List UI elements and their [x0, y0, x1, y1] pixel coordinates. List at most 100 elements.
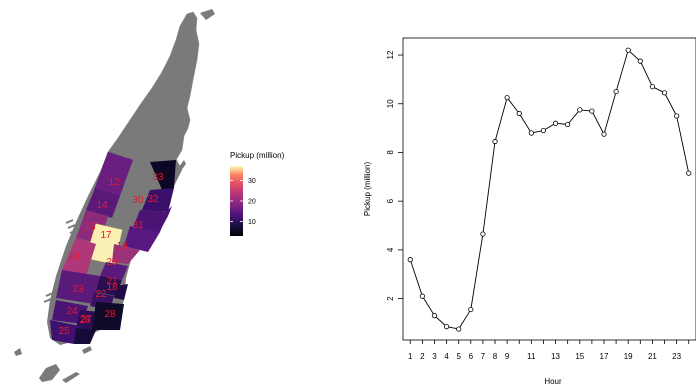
- zone-label-15: 15: [84, 222, 96, 233]
- pier-marks: [43, 219, 80, 303]
- data-point: [577, 107, 583, 113]
- plot-frame: [402, 37, 696, 341]
- data-point: [492, 138, 498, 145]
- data-point: [480, 231, 486, 237]
- island: [178, 160, 186, 172]
- island: [39, 364, 60, 382]
- y-tick-label: 12: [386, 50, 395, 59]
- zone-label-32: 32: [147, 194, 159, 205]
- y-axis: 2 4 6 8 10 12: [386, 50, 403, 301]
- data-point: [686, 170, 692, 176]
- zone-30: [132, 210, 168, 232]
- zone-label-17: 17: [100, 230, 112, 241]
- x-tick-label: 19: [624, 352, 633, 361]
- zone-32: [142, 188, 174, 212]
- y-axis-title: Pickup (million): [363, 162, 372, 217]
- data-point: [443, 324, 450, 330]
- data-point: [565, 121, 571, 128]
- data-point: [431, 313, 438, 319]
- zone-label-21: 21: [106, 276, 118, 287]
- y-tick-label: 8: [386, 150, 395, 155]
- data-point: [625, 47, 631, 53]
- island: [200, 9, 215, 20]
- data-point: [540, 127, 547, 134]
- zone-label-30: 30: [132, 195, 144, 206]
- zone-23: [56, 270, 100, 304]
- zone-label-31: 31: [132, 220, 144, 231]
- legend-tick-label: 30: [248, 178, 256, 185]
- series-points: [407, 47, 692, 332]
- data-point: [589, 108, 595, 114]
- x-tick-label: 15: [575, 352, 584, 361]
- x-tick-label: 17: [600, 352, 609, 361]
- zone-20: [100, 262, 128, 280]
- x-tick-label: 2: [420, 352, 425, 361]
- data-point: [552, 120, 559, 126]
- zone-label-25: 25: [58, 326, 70, 337]
- x-tick-label: 6: [469, 352, 474, 361]
- x-axis: 1 2 3 4 5 6 7 8 9 11 13 15 17 19 21 23: [408, 340, 690, 361]
- x-tick-label: 4: [444, 352, 449, 361]
- zone-33: [150, 160, 176, 192]
- island: [82, 346, 92, 354]
- data-point: [419, 293, 425, 299]
- zone-label-19: 19: [116, 241, 128, 252]
- legend-title: Pickup (million): [230, 151, 285, 160]
- y-tick-label: 4: [386, 247, 395, 252]
- data-point: [504, 95, 510, 101]
- y-tick-label: 10: [386, 99, 395, 108]
- legend-colorbar: [230, 166, 243, 236]
- legend-tick-label: 20: [248, 199, 256, 206]
- data-point: [649, 84, 656, 90]
- zone-label-12: 12: [108, 177, 120, 188]
- island: [62, 372, 80, 383]
- x-axis-title: Hour: [544, 377, 562, 386]
- zone-label-23: 23: [72, 284, 84, 295]
- data-point: [661, 90, 668, 96]
- data-point: [613, 88, 619, 95]
- manhattan-map: 12 33143230151731131920232122182426282527…: [14, 9, 285, 383]
- zone-25: [50, 320, 80, 344]
- data-point: [674, 113, 680, 119]
- x-tick-label: 3: [432, 352, 437, 361]
- x-tick-label: 9: [505, 352, 510, 361]
- zone-label-28: 28: [104, 309, 116, 320]
- x-tick-label: 1: [408, 352, 413, 361]
- x-tick-label: 5: [456, 352, 461, 361]
- manhattan-land-upper: [107, 11, 200, 163]
- data-point: [407, 257, 413, 263]
- zone-28: [92, 302, 124, 330]
- data-point: [637, 58, 643, 64]
- x-tick-label: 7: [481, 352, 486, 361]
- zone-label-14: 14: [96, 200, 108, 211]
- y-tick-label: 2: [386, 296, 395, 301]
- legend-tick-label: 10: [248, 219, 256, 226]
- zone-27: [74, 328, 96, 344]
- zone-19: [112, 244, 140, 264]
- island: [14, 348, 22, 356]
- zone-13: [62, 238, 96, 276]
- data-point: [468, 306, 474, 313]
- series-line: [410, 51, 689, 330]
- zone-label-33: 33: [152, 172, 164, 183]
- zone-label-24: 24: [66, 306, 78, 317]
- y-tick-label: 6: [386, 198, 395, 203]
- x-tick-label: 21: [648, 352, 657, 361]
- x-tick-label: 11: [527, 352, 536, 361]
- x-tick-label: 8: [493, 352, 498, 361]
- legend-ticks: 10 20 30: [230, 178, 256, 226]
- zone-label-22: 22: [95, 289, 107, 300]
- zone-label-27: 27: [80, 314, 92, 325]
- zone-31: [124, 226, 160, 252]
- x-tick-label: 23: [672, 352, 681, 361]
- data-point: [516, 110, 522, 117]
- data-point: [601, 131, 607, 137]
- zone-14: [86, 188, 120, 218]
- data-point: [528, 130, 534, 136]
- zone-label-18: 18: [106, 282, 118, 293]
- zone-label-20: 20: [106, 257, 118, 268]
- zone-label-13: 13: [68, 251, 80, 262]
